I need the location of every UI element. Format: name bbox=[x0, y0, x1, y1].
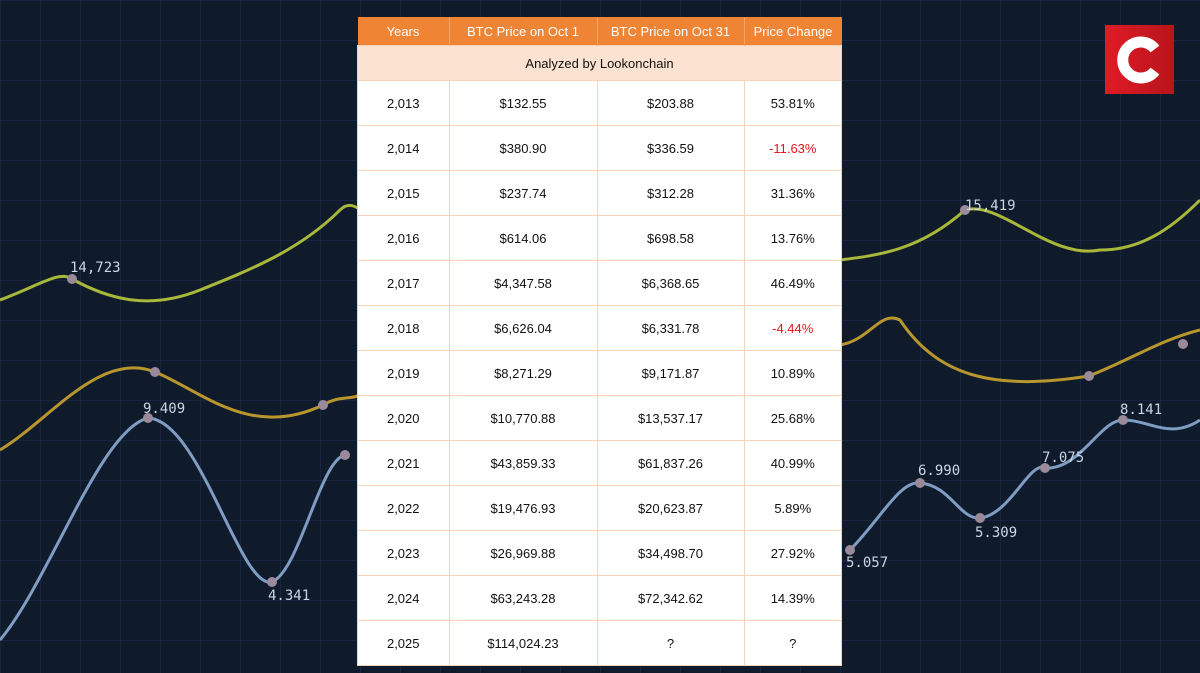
bg-label: 14,723 bbox=[70, 260, 121, 276]
oct1-price-cell: $19,476.93 bbox=[448, 485, 598, 531]
header-years: Years bbox=[357, 17, 450, 46]
change-cell: 13.76% bbox=[743, 215, 842, 261]
oct31-price-cell: $336.59 bbox=[596, 125, 745, 171]
table-row: 2,025 $114,024.23?? bbox=[357, 620, 842, 666]
table-row: 2,022 $19,476.93 $20,623.87 5.89% bbox=[357, 485, 842, 531]
oct31-price-cell: $698.58 bbox=[596, 215, 745, 261]
year-cell: 2,021 bbox=[357, 440, 450, 486]
change-cell: 14.39% bbox=[743, 575, 842, 621]
oct31-price-cell: $6,368.65 bbox=[596, 260, 745, 306]
logo bbox=[1105, 25, 1174, 94]
year-cell: 2,022 bbox=[357, 485, 450, 531]
oct1-price-cell: $380.90 bbox=[448, 125, 598, 171]
change-cell: 53.81% bbox=[743, 80, 842, 126]
c-logo-icon bbox=[1116, 36, 1159, 83]
table-subtitle: Analyzed by Lookonchain bbox=[357, 45, 842, 81]
change-cell: -4.44% bbox=[743, 305, 842, 351]
change-cell: 25.68% bbox=[743, 395, 842, 441]
year-cell: 2,025 bbox=[357, 620, 450, 666]
table-row: 2,013 $132.55 $203.88 53.81% bbox=[357, 80, 842, 126]
green-line bbox=[0, 198, 1200, 303]
change-cell: -11.63% bbox=[743, 125, 842, 171]
oct1-price-cell: $6,626.04 bbox=[448, 305, 598, 351]
bg-label: 15,419 bbox=[965, 198, 1016, 214]
change-cell: 5.89% bbox=[743, 485, 842, 531]
year-cell: 2,018 bbox=[357, 305, 450, 351]
oct1-price-cell: $114,024.23 bbox=[448, 620, 598, 666]
orange-line bbox=[0, 316, 1200, 452]
bg-label: 4.341 bbox=[268, 588, 310, 604]
year-cell: 2,015 bbox=[357, 170, 450, 216]
oct31-price-cell: $34,498.70 bbox=[596, 530, 745, 576]
oct31-price-cell: ? bbox=[596, 620, 745, 666]
table-row: 2,016 $614.06 $698.58 13.76% bbox=[357, 215, 842, 261]
header-change: Price Change bbox=[744, 17, 842, 46]
bg-label: 8.141 bbox=[1120, 402, 1162, 418]
change-cell: 40.99% bbox=[743, 440, 842, 486]
year-cell: 2,020 bbox=[357, 395, 450, 441]
oct31-price-cell: $312.28 bbox=[596, 170, 745, 216]
header-oct31: BTC Price on Oct 31 bbox=[597, 17, 745, 46]
oct31-price-cell: $9,171.87 bbox=[596, 350, 745, 396]
header-oct1: BTC Price on Oct 1 bbox=[449, 17, 598, 46]
year-cell: 2,014 bbox=[357, 125, 450, 171]
oct1-price-cell: $132.55 bbox=[448, 80, 598, 126]
bg-label: 7.075 bbox=[1042, 450, 1084, 466]
oct1-price-cell: $237.74 bbox=[448, 170, 598, 216]
table-row: 2,023 $26,969.88 $34,498.70 27.92% bbox=[357, 530, 842, 576]
change-cell: 31.36% bbox=[743, 170, 842, 216]
oct1-price-cell: $26,969.88 bbox=[448, 530, 598, 576]
oct31-price-cell: $13,537.17 bbox=[596, 395, 745, 441]
oct1-price-cell: $8,271.29 bbox=[448, 350, 598, 396]
oct1-price-cell: $63,243.28 bbox=[448, 575, 598, 621]
oct31-price-cell: $203.88 bbox=[596, 80, 745, 126]
bg-label: 5.057 bbox=[846, 555, 888, 571]
bg-label: 9.409 bbox=[143, 401, 185, 417]
oct1-price-cell: $614.06 bbox=[448, 215, 598, 261]
oct1-price-cell: $43,859.33 bbox=[448, 440, 598, 486]
btc-october-table: Years BTC Price on Oct 1 BTC Price on Oc… bbox=[357, 17, 842, 666]
year-cell: 2,019 bbox=[357, 350, 450, 396]
year-cell: 2,023 bbox=[357, 530, 450, 576]
change-cell: 10.89% bbox=[743, 350, 842, 396]
oct1-price-cell: $10,770.88 bbox=[448, 395, 598, 441]
table-row: 2,024 $63,243.28 $72,342.62 14.39% bbox=[357, 575, 842, 621]
oct31-price-cell: $72,342.62 bbox=[596, 575, 745, 621]
table-row: 2,014 $380.90 $336.59 -11.63% bbox=[357, 125, 842, 171]
oct1-price-cell: $4,347.58 bbox=[448, 260, 598, 306]
table-row: 2,021 $43,859.33 $61,837.26 40.99% bbox=[357, 440, 842, 486]
bg-label: 6.990 bbox=[918, 463, 960, 479]
year-cell: 2,016 bbox=[357, 215, 450, 261]
change-cell: ? bbox=[743, 620, 842, 666]
table-row: 2,015 $237.74 $312.28 31.36% bbox=[357, 170, 842, 216]
change-cell: 46.49% bbox=[743, 260, 842, 306]
oct31-price-cell: $6,331.78 bbox=[596, 305, 745, 351]
year-cell: 2,013 bbox=[357, 80, 450, 126]
year-cell: 2,024 bbox=[357, 575, 450, 621]
table-row: 2,019 $8,271.29 $9,171.87 10.89% bbox=[357, 350, 842, 396]
year-cell: 2,017 bbox=[357, 260, 450, 306]
table-row: 2,020 $10,770.88 $13,537.17 25.68% bbox=[357, 395, 842, 441]
oct31-price-cell: $20,623.87 bbox=[596, 485, 745, 531]
table-row: 2,017 $4,347.58 $6,368.65 46.49% bbox=[357, 260, 842, 306]
table-row: 2,018 $6,626.04 $6,331.78 -4.44% bbox=[357, 305, 842, 351]
change-cell: 27.92% bbox=[743, 530, 842, 576]
oct31-price-cell: $61,837.26 bbox=[596, 440, 745, 486]
bg-label: 5.309 bbox=[975, 525, 1017, 541]
